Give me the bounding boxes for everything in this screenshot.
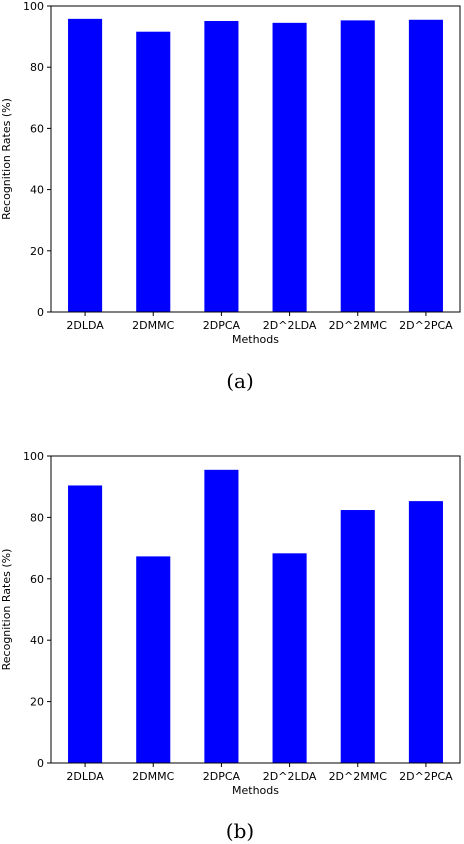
figure-caption: (a): [226, 369, 254, 393]
bar-2dpca: [204, 469, 239, 763]
x-tick-label: 2DMMC: [132, 319, 174, 332]
y-tick-label: 40: [30, 634, 44, 647]
y-axis-label: Recognition Rates (%): [0, 549, 13, 671]
chart-panel-a: 2DLDA 2DMMC 2DPCA 2D^2LDA 2D^2MMC 2D^2PCA 0 20 4…: [0, 0, 461, 393]
x-axis-label: Methods: [232, 333, 279, 346]
bar-2d2lda: [272, 553, 307, 763]
x-tick-label: 2D^2MMC: [329, 770, 388, 783]
bar-2dlda: [68, 485, 103, 763]
x-tick-label: 2D^2PCA: [399, 770, 453, 783]
bar-2d2mmc: [340, 20, 375, 313]
bar-2dmmc: [136, 556, 171, 763]
y-tick-label: 80: [30, 511, 44, 524]
x-tick-label: 2DPCA: [203, 770, 241, 783]
x-axis-label: Methods: [232, 784, 279, 797]
x-tick-label: 2D^2LDA: [263, 770, 317, 783]
y-tick-label: 20: [30, 245, 44, 258]
y-tick-label: 60: [30, 573, 44, 586]
bar-2dmmc: [136, 31, 171, 312]
y-tick-label: 0: [37, 306, 44, 319]
y-tick-label: 20: [30, 696, 44, 709]
bar-2d2pca: [408, 19, 443, 313]
y-tick-label: 100: [23, 0, 44, 13]
plot-frame: [50, 455, 461, 764]
bar-2d2pca: [408, 501, 443, 763]
y-axis-label: Recognition Rates (%): [0, 98, 13, 220]
figure-caption: (b): [226, 819, 254, 843]
bar-2d2mmc: [340, 510, 375, 763]
bar-2dpca: [204, 20, 239, 313]
x-tick-label: 2DLDA: [66, 770, 104, 783]
bar-2dlda: [68, 18, 103, 313]
x-tick-label: 2DLDA: [66, 319, 104, 332]
x-tick-label: 2D^2MMC: [329, 319, 388, 332]
y-tick-label: 100: [23, 450, 44, 463]
x-tick-label: 2D^2LDA: [263, 319, 317, 332]
y-tick-label: 60: [30, 122, 44, 135]
bar-2d2lda: [272, 22, 307, 313]
x-tick-label: 2DPCA: [203, 319, 241, 332]
chart-panel-b: 2DLDA 2DMMC 2DPCA 2D^2LDA 2D^2MMC 2D^2PCA 0 20 4…: [0, 450, 461, 843]
x-tick-label: 2DMMC: [132, 770, 174, 783]
y-tick-label: 80: [30, 61, 44, 74]
x-tick-label: 2D^2PCA: [399, 319, 453, 332]
plot-frame: [50, 5, 461, 313]
y-tick-label: 40: [30, 184, 44, 197]
y-tick-label: 0: [37, 757, 44, 770]
